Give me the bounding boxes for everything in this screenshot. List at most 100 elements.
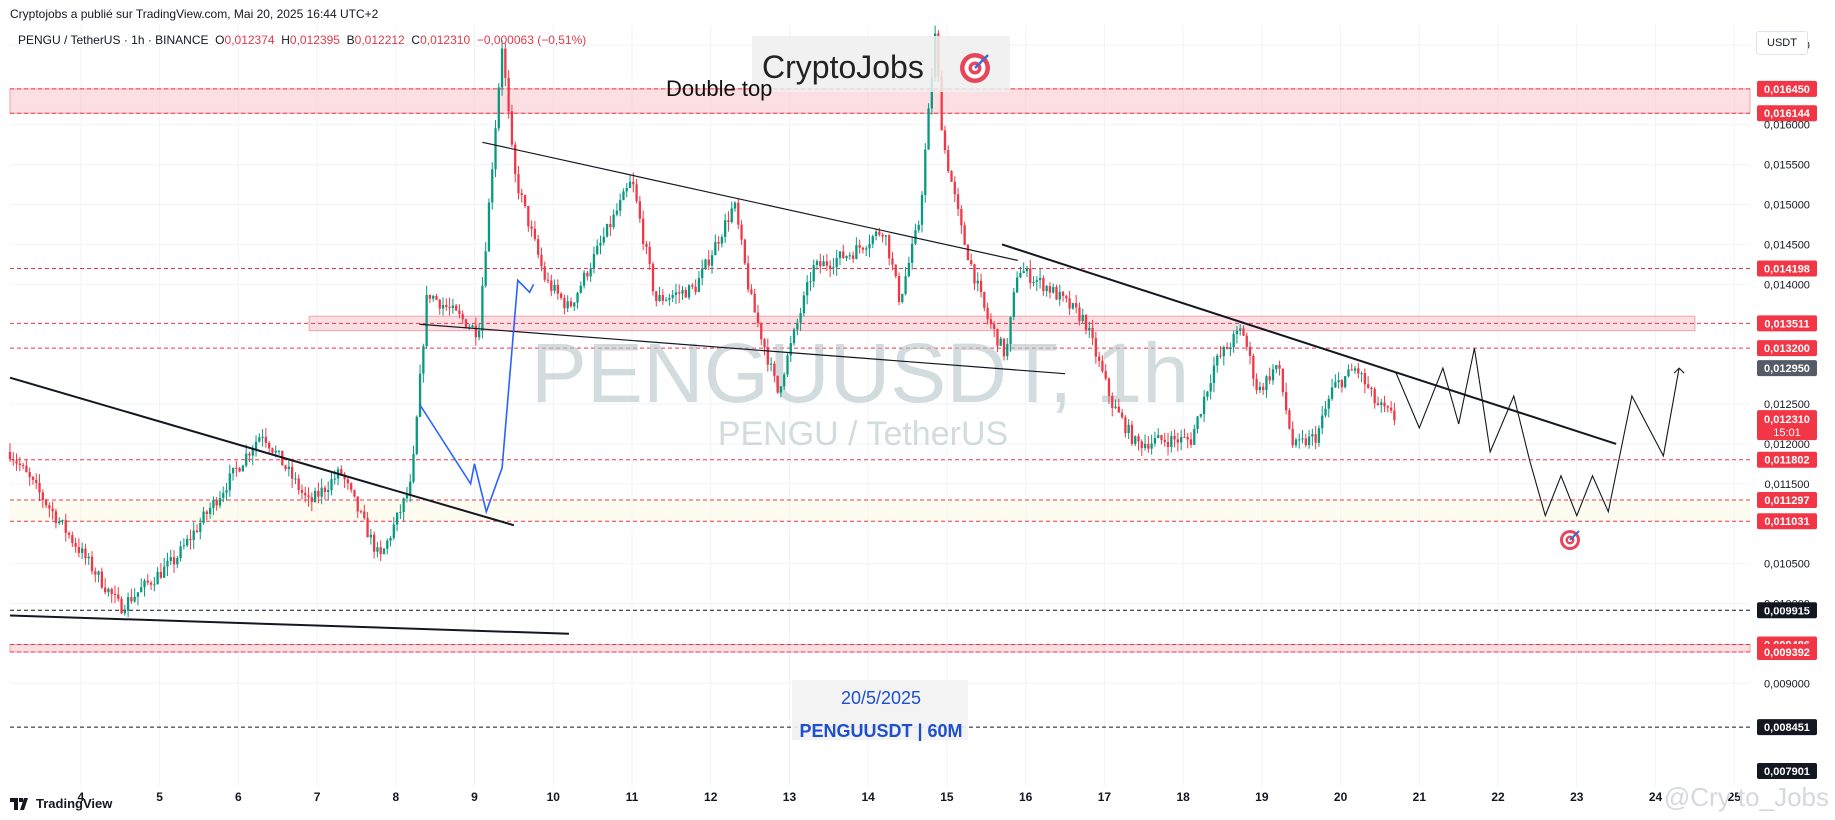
candle-body	[1107, 378, 1111, 396]
target-icon	[960, 53, 990, 83]
candle-body	[527, 206, 530, 227]
candle-body	[1357, 368, 1360, 374]
candle-body	[523, 195, 527, 207]
candle-body	[1143, 443, 1147, 448]
x-tick-label: 24	[1649, 790, 1663, 804]
candle-body	[353, 489, 356, 497]
candle-body	[1088, 327, 1091, 331]
candle-body	[1317, 428, 1321, 443]
price-level-label: 0,008451	[1764, 722, 1810, 734]
price-level-label: 0,011297	[1764, 495, 1809, 507]
candle-body	[54, 511, 58, 524]
candle-body	[294, 478, 297, 480]
candle-body	[1222, 347, 1225, 357]
candle-body	[553, 284, 556, 291]
x-tick-label: 14	[862, 790, 876, 804]
candle-body	[455, 305, 458, 311]
candle-body	[956, 194, 960, 209]
candle-body	[1134, 436, 1137, 444]
candle-body	[241, 465, 245, 472]
candle-body	[402, 498, 405, 512]
candle-body	[277, 450, 281, 452]
candle-body	[222, 492, 225, 499]
candle-body	[602, 236, 605, 243]
candle-body	[372, 534, 376, 552]
price-level-tag	[1757, 602, 1817, 619]
price-level-label: 0,009915	[1764, 605, 1810, 617]
x-tick-label: 16	[1019, 790, 1033, 804]
candle-body	[225, 490, 228, 493]
candle-body	[874, 231, 878, 237]
candle-body	[901, 293, 904, 303]
trend-line	[419, 323, 1066, 375]
candle-body	[520, 193, 523, 196]
candle-body	[1301, 438, 1304, 440]
double-top-annotation: Double top	[666, 76, 772, 101]
candle-body	[960, 208, 963, 226]
candle-body	[756, 312, 760, 324]
candle-body	[425, 294, 428, 347]
price-level-label: 0,016450	[1764, 84, 1810, 96]
candle-body	[477, 330, 481, 338]
projection-path-blue	[418, 278, 535, 515]
candle-body	[1216, 355, 1219, 366]
candle-body	[966, 244, 970, 261]
y-tick-label: 0,014500	[1764, 239, 1810, 251]
candle-body	[1130, 424, 1134, 444]
candle-body	[546, 279, 550, 281]
candle-body	[537, 239, 540, 255]
candle-body	[25, 465, 28, 473]
candle-body	[953, 181, 956, 195]
candle-body	[530, 226, 533, 229]
candle-body	[655, 291, 658, 302]
candle-body	[428, 294, 432, 299]
candle-body	[1245, 335, 1248, 347]
candle-body	[678, 292, 681, 294]
candle-body	[1012, 292, 1015, 317]
candle-body	[540, 254, 543, 267]
candle-body	[61, 520, 64, 522]
candle-body	[97, 571, 100, 575]
candle-body	[395, 512, 399, 525]
candle-body	[911, 243, 914, 263]
candle-body	[1235, 330, 1239, 335]
candle-body	[740, 224, 743, 240]
candle-body	[130, 597, 133, 602]
candle-body	[838, 251, 842, 259]
candle-body	[1002, 338, 1006, 357]
price-level-tag	[1757, 340, 1817, 357]
tradingview-brand[interactable]: TradingView	[10, 796, 112, 811]
candle-body	[340, 469, 343, 475]
candle-body	[1258, 386, 1262, 391]
price-zone	[9, 643, 1751, 653]
candle-body	[113, 594, 117, 596]
candle-body	[878, 231, 881, 235]
candle-body	[307, 495, 310, 498]
y-tick-label: 0,011500	[1764, 479, 1809, 491]
candle-body	[802, 295, 806, 314]
symbol-name[interactable]: PENGU / TetherUS · 1h · BINANCE	[18, 33, 209, 47]
candle-body	[842, 251, 845, 259]
candle-body	[1347, 369, 1350, 377]
candle-body	[1104, 371, 1107, 379]
candle-body	[491, 169, 494, 203]
candle-body	[500, 48, 504, 88]
candle-body	[582, 272, 586, 286]
candle-body	[812, 265, 815, 282]
candle-body	[950, 171, 953, 182]
candle-body	[74, 542, 77, 547]
price-zone	[308, 315, 1696, 332]
candle-body	[1058, 291, 1061, 300]
candle-body	[1084, 314, 1088, 331]
candle-body	[884, 235, 888, 237]
candle-body	[710, 255, 714, 266]
candle-body	[687, 285, 691, 298]
candle-body	[720, 236, 724, 244]
candle-body	[156, 571, 159, 585]
currency-button[interactable]: USDT	[1756, 31, 1808, 55]
candle-body	[103, 587, 107, 593]
candle-body	[704, 259, 707, 269]
price-level-label: 0,013200	[1764, 343, 1810, 355]
candle-body	[1196, 416, 1199, 429]
